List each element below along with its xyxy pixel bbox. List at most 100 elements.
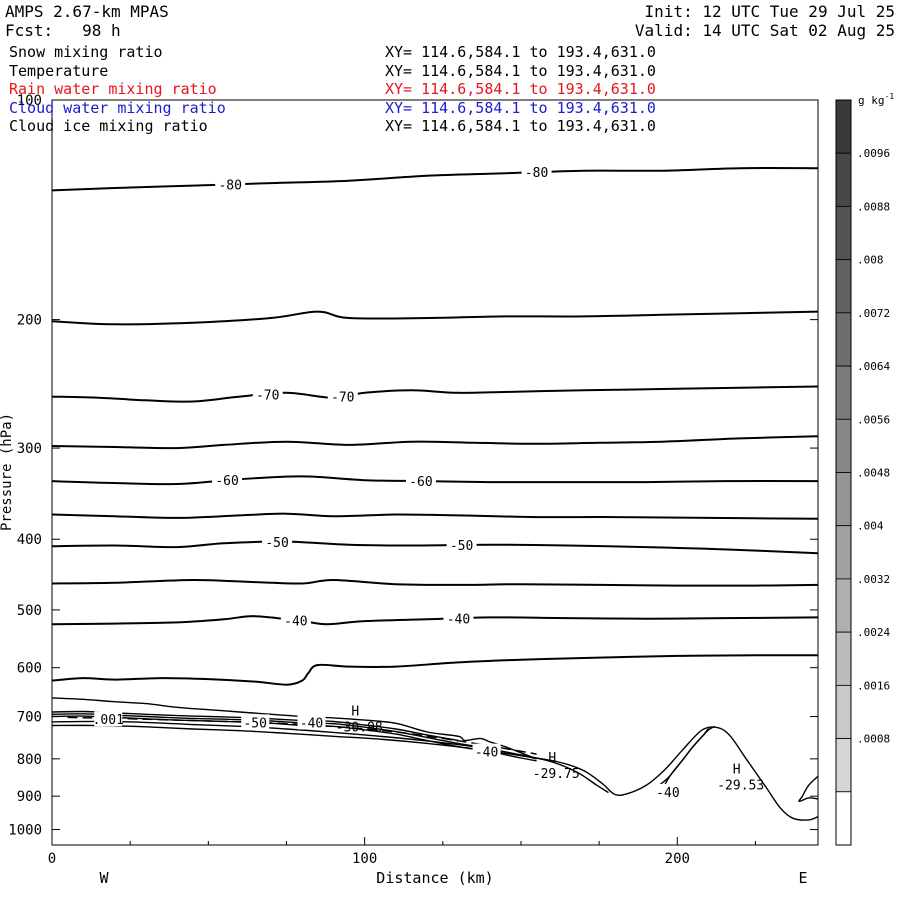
contour-label-bg — [443, 610, 474, 626]
init-time: Init: 12 UTC Tue 29 Jul 25 — [644, 2, 895, 21]
contour-label-bg — [297, 714, 326, 730]
contour-label: -40 — [656, 786, 679, 801]
colorbar-swatch — [835, 99, 852, 154]
isotherm-label: -80 — [525, 166, 548, 181]
colorbar-frame — [835, 99, 852, 846]
y-tick-label: 1000 — [8, 823, 42, 839]
isotherm-line — [51, 654, 819, 686]
y-tick-label: 400 — [17, 532, 42, 548]
high-value: -29.53 — [717, 778, 764, 793]
legend-field-name: Snow mixing ratio — [9, 43, 163, 61]
colorbar-swatch — [835, 365, 852, 420]
colorbar-swatch — [835, 472, 852, 527]
y-tick-label: 600 — [17, 661, 42, 677]
west-label: W — [99, 869, 109, 887]
legend-field-name: Cloud water mixing ratio — [9, 98, 226, 117]
x-axis-label: Distance (km) — [376, 869, 493, 887]
plot-frame — [51, 99, 819, 846]
contour-group — [51, 166, 819, 821]
x-tick-label: 100 — [352, 851, 377, 867]
colorbar-label: .0064 — [857, 360, 890, 373]
x-tick-label: 0 — [48, 851, 56, 867]
colorbar-swatch — [835, 525, 852, 580]
legend-field-range: XY= 114.6,584.1 to 193.4,631.0 — [385, 43, 656, 61]
colorbar-label: .008 — [857, 254, 884, 267]
colorbar-swatch — [835, 578, 852, 633]
contour-label-bg — [94, 711, 123, 727]
colorbar-swatch — [835, 631, 852, 686]
isotherm-label: -60 — [215, 474, 238, 489]
legend-field-name: Rain water mixing ratio — [9, 80, 217, 98]
y-tick-label: 500 — [17, 603, 42, 619]
colorbar-unit: g kg-1 — [858, 92, 894, 107]
surface-contour — [664, 725, 716, 786]
y-tick-label: 200 — [17, 313, 42, 329]
plot-frame-group: 100 200 300 400 500 600 700 800 900 1000 0 100 200 Di… — [0, 93, 819, 887]
legend-field-range: XY= 114.6,584.1 to 193.4,631.0 — [385, 117, 656, 135]
contour-label-bg — [215, 176, 246, 192]
isotherm-label: -50 — [450, 539, 473, 554]
isotherm-label: -40 — [447, 612, 470, 627]
contour-label-bg — [252, 386, 283, 402]
colorbar-label: .004 — [857, 520, 884, 533]
isotherm-line — [51, 578, 819, 587]
label-group: -80-80-70 -70-60 -60-50 -50-40 -40H-30.98H-2… — [93, 164, 764, 801]
y-tick-label: 700 — [17, 710, 42, 726]
contour-label: -40 — [300, 716, 323, 731]
isotherm-label: -70 — [331, 390, 354, 405]
isotherm-line — [51, 512, 819, 520]
isotherm-line — [51, 615, 819, 626]
colorbar-label: .0008 — [857, 733, 890, 746]
colorbar-label: .0016 — [857, 679, 890, 692]
isotherm-line — [51, 166, 819, 192]
colorbar-label: .0088 — [857, 200, 890, 213]
surface-contour — [51, 720, 609, 794]
contour-label: -40 — [475, 746, 498, 761]
legend-field-range: XY= 114.6,584.1 to 193.4,631.0 — [385, 98, 656, 117]
colorbar-label: .0024 — [857, 626, 890, 639]
x-tick-label: 200 — [665, 851, 690, 867]
forecast-hour: Fcst: 98 h — [5, 21, 121, 40]
colorbar-unit-exponent: -1 — [885, 92, 895, 101]
legend-field-name: Cloud ice mixing ratio — [9, 117, 208, 135]
y-axis-label: Pressure (hPa) — [0, 413, 15, 531]
contour-label: .001 — [93, 713, 124, 728]
high-value: -29.75 — [533, 767, 580, 782]
colorbar-swatch — [835, 152, 852, 207]
isotherm-label: -50 — [265, 536, 288, 551]
isotherm-line — [51, 385, 819, 403]
contour-label-bg — [212, 472, 243, 488]
y-tick-label: 100 — [17, 93, 42, 109]
surface-contour — [51, 697, 537, 760]
high-marker: H — [548, 751, 556, 766]
colorbar-swatch — [835, 418, 852, 473]
colorbar: .0096 .0088 .008 .0072 .0064 .0056 .0048 .004 .0… — [835, 92, 894, 846]
valid-time: Valid: 14 UTC Sat 02 Aug 25 — [634, 21, 895, 40]
colorbar-label: .0072 — [857, 307, 890, 320]
legend-field-range: XY= 114.6,584.1 to 193.4,631.0 — [385, 61, 656, 80]
contour-label-bg — [405, 473, 436, 489]
contour-label-bg — [521, 164, 552, 180]
isotherm-line — [51, 435, 819, 450]
isotherm-line — [51, 310, 819, 326]
contour-label: -50 — [243, 716, 266, 731]
contour-label-bg — [262, 533, 293, 549]
colorbar-label: .0096 — [857, 147, 890, 160]
contour-label-bg — [446, 537, 477, 553]
y-tick-label: 300 — [17, 441, 42, 457]
legend-field-range: XY= 114.6,584.1 to 193.4,631.0 — [385, 80, 656, 98]
surface-contour — [51, 724, 819, 821]
model-title: AMPS 2.67-km MPAS — [5, 2, 169, 21]
isotherm-label: -70 — [256, 388, 279, 403]
contour-label-bg — [472, 743, 501, 759]
isotherm-label: -40 — [284, 614, 307, 629]
isotherm-label: -80 — [218, 178, 241, 193]
colorbar-swatch — [835, 259, 852, 314]
y-tick-label: 900 — [17, 789, 42, 805]
colorbar-label: .0056 — [857, 413, 890, 426]
high-marker: H — [733, 762, 741, 777]
high-value: -30.98 — [336, 721, 383, 736]
colorbar-label: .0048 — [857, 467, 890, 480]
colorbar-swatch — [835, 312, 852, 367]
